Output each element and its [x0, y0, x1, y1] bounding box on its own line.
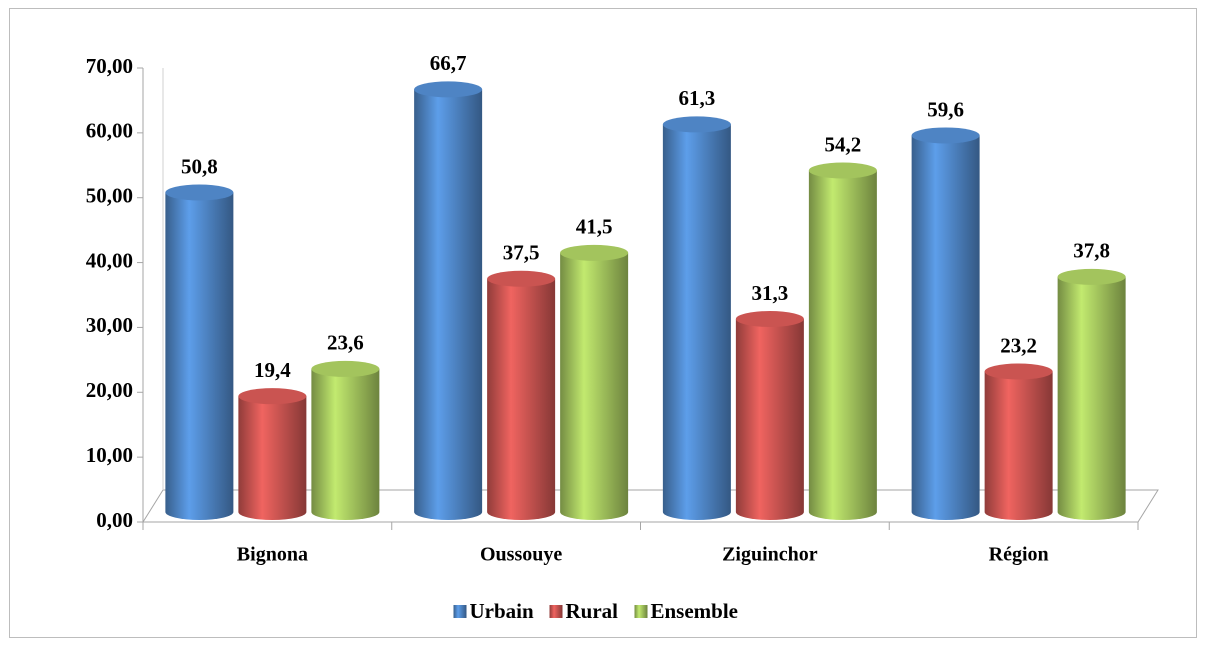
value-label: 59,6: [927, 97, 964, 121]
cylinder-body: [1057, 276, 1126, 520]
cylinder-body: [560, 252, 629, 521]
floor: [142, 489, 1159, 523]
bar: [311, 360, 380, 520]
cylinder-top: [911, 127, 980, 144]
cylinder-top: [487, 270, 556, 287]
cylinder-top: [735, 310, 804, 327]
cylinder-top: [1057, 268, 1126, 285]
cylinder-top: [560, 244, 629, 261]
bar: [560, 244, 629, 521]
cylinder-body: [662, 124, 731, 520]
value-label: 54,2: [825, 132, 862, 156]
cylinder-body: [487, 278, 556, 520]
value-label: 23,2: [1000, 333, 1037, 357]
value-label: 61,3: [679, 86, 716, 110]
value-label: 31,3: [752, 281, 789, 305]
y-tick-label: 70,00: [86, 54, 133, 78]
legend-swatch: [634, 605, 648, 618]
cylinder-top: [165, 184, 234, 201]
cylinder-top: [414, 81, 483, 98]
value-label: 37,5: [503, 241, 540, 265]
bar: [238, 388, 307, 520]
value-label: 23,6: [327, 331, 364, 355]
cylinder-body: [735, 318, 804, 520]
legend-swatch: [549, 605, 563, 618]
cylinder-top: [238, 388, 307, 405]
value-label: 37,8: [1073, 239, 1110, 263]
y-tick-label: 0,00: [96, 508, 133, 532]
cylinder-body: [238, 396, 307, 520]
cylinder-body: [911, 135, 980, 521]
y-tick-label: 20,00: [86, 378, 133, 402]
bar: [165, 184, 234, 521]
bar: [911, 127, 980, 521]
value-label: 19,4: [254, 358, 291, 382]
cylinder-body: [414, 89, 483, 520]
legend-label: Urbain: [470, 599, 535, 623]
value-label: 41,5: [576, 215, 613, 239]
cylinder-top: [808, 162, 877, 179]
legend-swatch: [453, 605, 467, 618]
bar: [984, 363, 1053, 520]
y-tick-label: 30,00: [86, 313, 133, 337]
x-tick-label: Bignona: [237, 544, 308, 566]
y-tick-label: 50,00: [86, 184, 133, 208]
bar: [735, 310, 804, 520]
cylinder-top: [662, 116, 731, 133]
value-label: 66,7: [430, 51, 467, 75]
cylinder-body: [165, 192, 234, 521]
y-tick-label: 40,00: [86, 248, 133, 272]
legend-label: Rural: [566, 599, 619, 623]
legend-label: Ensemble: [651, 599, 739, 623]
cylinder-body: [984, 371, 1053, 520]
value-label: 50,8: [181, 154, 218, 178]
x-tick-label: Ziguinchor: [722, 544, 818, 566]
bar: [662, 116, 731, 520]
x-tick-label: Oussouye: [480, 544, 562, 566]
cylinder-body: [808, 170, 877, 520]
bar: [487, 270, 556, 520]
cylinder-top: [311, 360, 380, 377]
bar: [808, 162, 877, 520]
x-tick-label: Région: [989, 544, 1049, 566]
y-tick-label: 60,00: [86, 119, 133, 143]
cylinder-top: [984, 363, 1053, 380]
cylinder-body: [311, 368, 380, 520]
bar: [414, 81, 483, 520]
y-tick-label: 10,00: [86, 443, 133, 467]
bar: [1057, 268, 1126, 520]
chart-frame: [9, 8, 1197, 638]
